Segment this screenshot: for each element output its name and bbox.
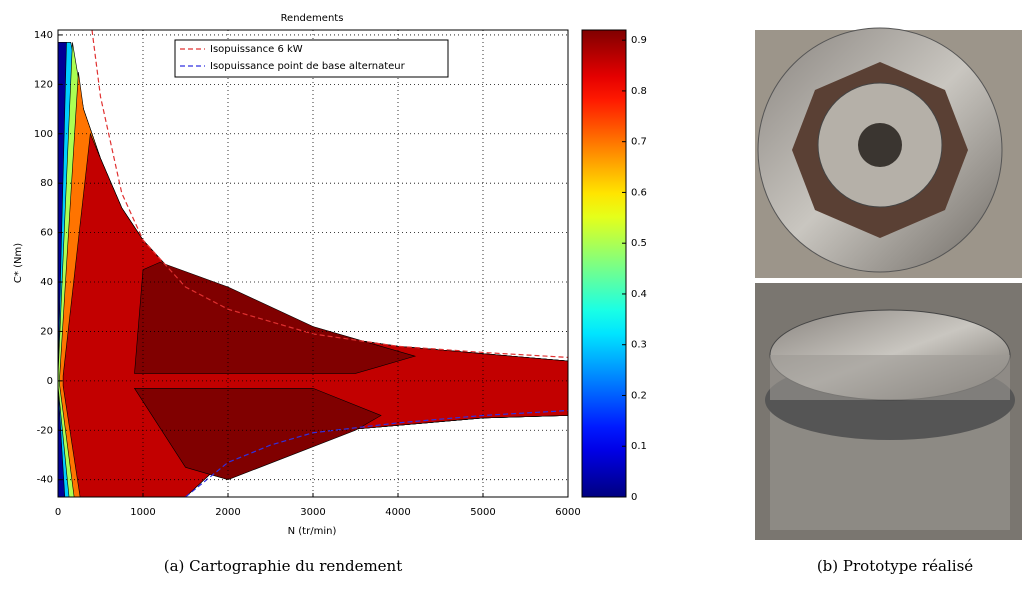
colorbar-tick-label: 0.7 (631, 137, 647, 148)
colorbar-tick-label: 0.6 (631, 187, 647, 198)
caption: (b) Prototype réalisé (817, 557, 973, 575)
caption: (a) Cartographie du rendement (164, 557, 403, 575)
colorbar-tick-label: 0.1 (631, 441, 647, 452)
colorbar-tick-label: 0.8 (631, 86, 647, 97)
legend-label: Isopuissance point de base alternateur (210, 61, 406, 72)
colorbar-tick-label: 0.2 (631, 390, 647, 401)
x-tick-label: 0 (55, 507, 61, 518)
y-tick-label: -40 (37, 475, 53, 486)
contour-layer (58, 30, 568, 497)
chart-title: Rendements (281, 13, 344, 24)
x-tick-label: 4000 (385, 507, 410, 518)
photo-rotor (755, 27, 1022, 278)
colorbar-tick-label: 0 (631, 492, 637, 503)
x-tick-label: 3000 (300, 507, 325, 518)
series-line (185, 409, 568, 497)
y-tick-label: 0 (47, 376, 53, 387)
y-tick-label: 100 (34, 129, 53, 140)
series-line (91, 30, 568, 358)
y-tick-label: 80 (40, 178, 53, 189)
legend-label: Isopuissance 6 kW (210, 44, 303, 55)
x-tick-label: 2000 (215, 507, 240, 518)
colorbar-tick-label: 0.3 (631, 340, 647, 351)
colorbar-tick-label: 0.4 (631, 289, 647, 300)
colorbar (581, 29, 627, 498)
contour-region (134, 261, 417, 374)
photo-prototype (755, 283, 1022, 540)
legend (174, 39, 449, 78)
y-axis-title: C* (Nm) (13, 243, 24, 283)
plot-area: 0 1000 2000 3000 4000 5000 6000-40-20020406080… (34, 29, 647, 518)
y-tick-label: 40 (40, 277, 53, 288)
y-tick-label: -20 (37, 425, 53, 436)
y-tick-label: 140 (34, 30, 53, 41)
x-axis-title: N (tr/min) (288, 526, 337, 537)
x-tick-label: 5000 (470, 507, 495, 518)
y-tick-label: 120 (34, 79, 53, 90)
x-tick-label: 1000 (130, 507, 155, 518)
y-tick-label: 60 (40, 228, 53, 239)
y-tick-label: 20 (40, 326, 53, 337)
colorbar-tick-label: 0.5 (631, 238, 647, 249)
contour-region (133, 387, 382, 481)
colorbar-tick-label: 0.9 (631, 35, 647, 46)
x-tick-label: 6000 (555, 507, 580, 518)
